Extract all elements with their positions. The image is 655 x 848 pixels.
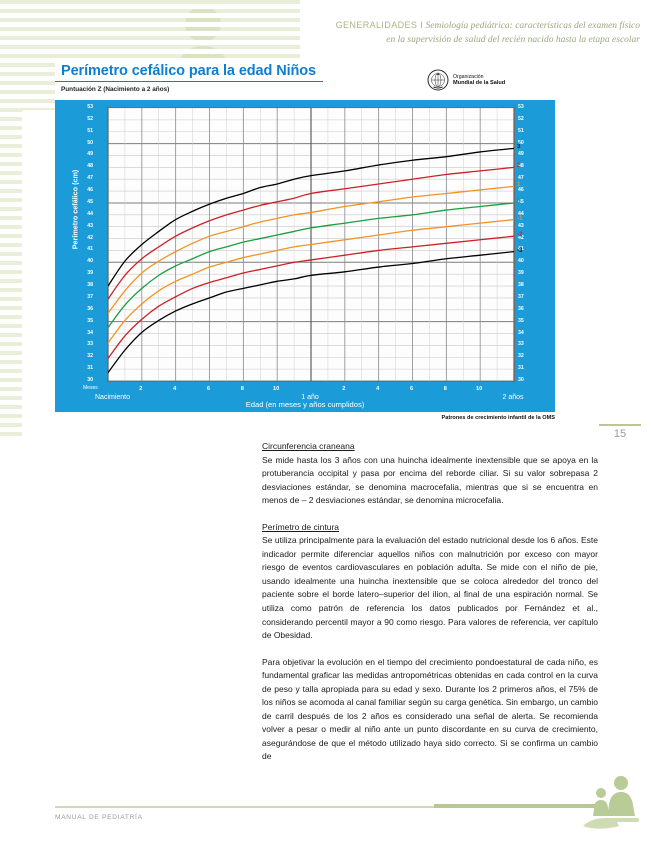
y-tick-label-right: 50 <box>518 139 524 146</box>
page-number-rule <box>599 424 641 426</box>
who-emblem-icon <box>427 69 449 91</box>
z-score-label: 0 <box>517 197 521 205</box>
paragraph-perimetro-de-cintura: Se utiliza principalmente para la evalua… <box>262 535 598 641</box>
x-axis-label: Edad (en meses y años cumplidos) <box>245 400 365 409</box>
y-tick-label-right: 33 <box>518 341 524 348</box>
who-text-line2: Mundial de la Salud <box>453 80 506 86</box>
plot-area <box>107 107 515 382</box>
y-tick-label-right: 44 <box>518 210 524 217</box>
y-tick-label-right: 36 <box>518 305 524 312</box>
y-tick-label: 37 <box>87 293 93 300</box>
y-tick-label: 41 <box>87 246 93 253</box>
chart-title: Perímetro cefálico para la edad Niños <box>55 63 323 82</box>
y-tick-label: 31 <box>87 365 93 372</box>
y-tick-label-right: 46 <box>518 187 524 194</box>
header-section-label: GENERALIDADES I <box>335 20 424 30</box>
z-score-label: -3 <box>517 246 523 254</box>
y-tick-label: 34 <box>87 329 93 336</box>
footer-label: MANUAL DE PEDIATRÍA <box>55 814 143 821</box>
x-tick-label: 4 <box>173 386 177 392</box>
y-tick-label: 40 <box>87 258 93 265</box>
y-tick-label: 53 <box>87 104 93 110</box>
y-tick-label: 33 <box>87 341 93 348</box>
curves-svg <box>108 108 514 381</box>
z-score-label: 1 <box>517 181 521 189</box>
x-tick-label: 6 <box>206 386 211 392</box>
hand-holding-family-icon <box>581 774 643 832</box>
y-tick-label: 36 <box>87 305 93 312</box>
x-tick-label: 2 <box>139 386 143 392</box>
x-tick-label: 8 <box>240 386 244 392</box>
heading-perimetro-text: Perímetro de cintura <box>262 521 340 532</box>
y-tick-label-right: 32 <box>518 353 524 360</box>
y-tick-label: 46 <box>87 187 93 194</box>
footer-rule <box>55 806 600 808</box>
x-axis-unit-label: Meses <box>83 385 98 391</box>
x-tick-label: 10 <box>273 386 280 392</box>
y-tick-label: 50 <box>87 139 93 146</box>
y-tick-label-right: 35 <box>518 317 524 324</box>
heading-circunferencia-craneana: Circunferencia craneana <box>262 441 355 451</box>
y-tick-label: 44 <box>87 210 93 217</box>
y-tick-label-right: 42 <box>518 234 524 241</box>
y-tick-label: 38 <box>87 282 93 289</box>
y-tick-label-right: 30 <box>518 377 524 383</box>
z-score-label: 3 <box>517 143 521 151</box>
y-tick-label: 43 <box>87 222 93 229</box>
z-score-label: 2 <box>517 162 521 170</box>
y-tick-label: 30 <box>87 377 93 383</box>
x-tick-label: 2 <box>342 386 346 392</box>
x-origin-label: Nacimiento <box>95 394 131 401</box>
y-tick-label: 35 <box>87 317 93 324</box>
y-tick-label-right: 53 <box>518 104 524 110</box>
y-tick-label-right: 34 <box>518 329 524 336</box>
who-text-line1: Organización <box>453 73 484 80</box>
header-title-line2: en la supervisión de salud del recién na… <box>386 35 640 45</box>
heading-perimetro-de-cintura: Perímetro de cintura <box>262 521 598 535</box>
x-tick-label: 8 <box>443 386 447 392</box>
chart-plot-panel: Perímetro cefálico (cm) Meses Edad (en m… <box>55 100 555 412</box>
z-score-label: -2 <box>517 231 523 239</box>
x-major-label: 1 año <box>301 394 319 401</box>
y-tick-label-right: 40 <box>518 258 524 265</box>
y-tick-label: 47 <box>87 175 93 182</box>
y-tick-label: 49 <box>87 151 93 158</box>
x-major-label: 2 años <box>502 394 524 401</box>
z-score-label: -1 <box>517 214 523 222</box>
header-title-line1: Semiología pediátrica: características d… <box>425 21 641 31</box>
y-tick-label-right: 39 <box>518 270 524 277</box>
x-tick-label: 4 <box>376 386 380 392</box>
y-tick-label: 39 <box>87 270 93 277</box>
y-tick-label: 45 <box>87 198 93 205</box>
x-tick-label: 6 <box>409 386 414 392</box>
y-tick-label-right: 49 <box>518 151 524 158</box>
footer-rule-accent <box>434 804 600 808</box>
growth-chart: Perímetro cefálico para la edad Niños Pu… <box>55 63 555 435</box>
y-tick-label: 42 <box>87 234 93 241</box>
y-tick-label: 52 <box>87 115 93 122</box>
chart-credit: Patrones de crecimiento infantil de la O… <box>441 415 555 421</box>
y-tick-label-right: 45 <box>518 198 524 205</box>
running-header: GENERALIDADES I Semiología pediátrica: c… <box>250 18 640 47</box>
y-tick-label-right: 38 <box>518 282 524 289</box>
page-number: 15 <box>613 428 627 440</box>
y-tick-label-right: 48 <box>518 163 524 170</box>
y-tick-label-right: 51 <box>518 127 524 134</box>
left-edge-stripes <box>0 0 22 440</box>
body-text-column: Circunferencia craneana Se mide hasta lo… <box>262 440 598 777</box>
y-tick-label-right: 37 <box>518 293 524 300</box>
y-tick-label: 51 <box>87 127 93 134</box>
y-tick-label: 32 <box>87 353 93 360</box>
x-tick-label: 10 <box>476 386 483 392</box>
paragraph-evolucion-crecimiento: Para objetivar la evolución en el tiempo… <box>262 656 598 762</box>
y-tick-label-right: 41 <box>518 246 524 253</box>
y-tick-label-right: 52 <box>518 115 524 122</box>
who-logo: Organización Mundial de la Salud <box>427 67 547 93</box>
y-tick-label-right: 31 <box>518 365 524 372</box>
paragraph-circunferencia-craneana: Se mide hasta los 3 años con una huincha… <box>262 454 598 506</box>
y-tick-label-right: 47 <box>518 175 524 182</box>
y-tick-label: 48 <box>87 163 93 170</box>
y-tick-label-right: 43 <box>518 222 524 229</box>
